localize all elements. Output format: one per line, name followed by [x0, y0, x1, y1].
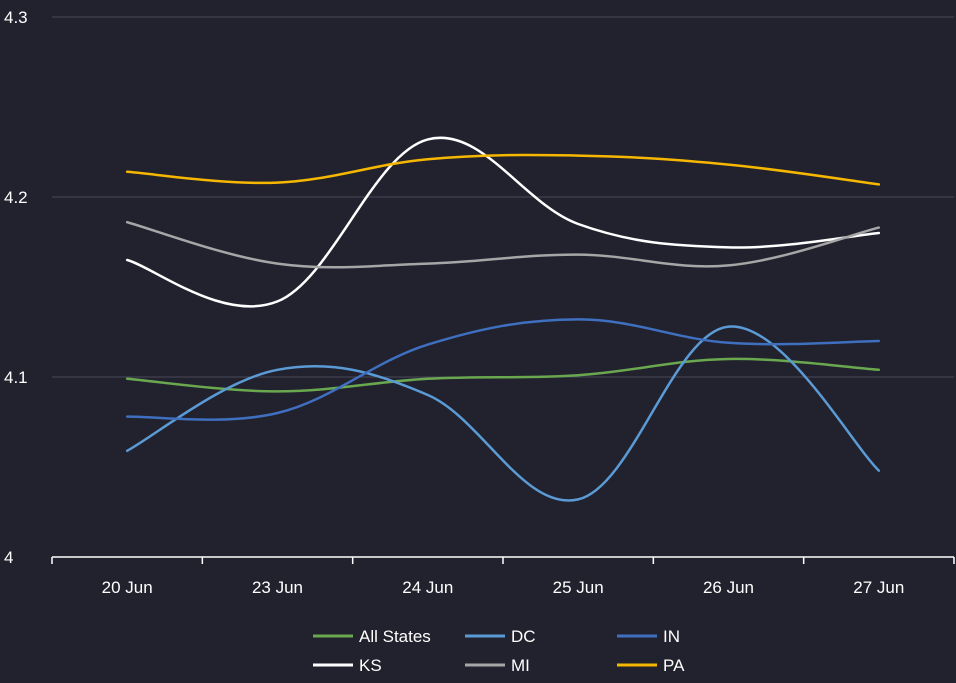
x-axis: 20 Jun 23 Jun 24 Jun 25 Jun 26 Jun 27 Jun	[51, 556, 955, 597]
y-tick-label: 4	[4, 548, 13, 567]
legend: All States DC IN KS MI PA	[313, 627, 685, 675]
y-axis-tick-labels: 4 4.1 4.2 4.3	[4, 8, 28, 567]
series-line-in	[125, 318, 881, 421]
series-line-all-states	[125, 357, 881, 393]
x-tick-label: 27 Jun	[853, 578, 904, 597]
legend-label: IN	[663, 627, 680, 646]
legend-label: PA	[663, 656, 685, 675]
legend-label: DC	[511, 627, 536, 646]
legend-label: KS	[359, 656, 382, 675]
series-line-dc	[125, 325, 881, 502]
x-tick-label: 26 Jun	[703, 578, 754, 597]
x-tick-label: 24 Jun	[402, 578, 453, 597]
y-tick-label: 4.3	[4, 8, 28, 27]
legend-label: MI	[511, 656, 530, 675]
y-tick-label: 4.1	[4, 368, 28, 387]
x-tick-label: 20 Jun	[102, 578, 153, 597]
legend-label: All States	[359, 627, 431, 646]
series-line-mi	[125, 220, 881, 269]
series-lines	[125, 136, 881, 502]
series-line-ks	[125, 136, 881, 308]
gridlines	[52, 16, 954, 378]
x-tick-label: 23 Jun	[252, 578, 303, 597]
x-tick-label: 25 Jun	[553, 578, 604, 597]
y-tick-label: 4.2	[4, 188, 28, 207]
series-line-pa	[125, 153, 881, 186]
